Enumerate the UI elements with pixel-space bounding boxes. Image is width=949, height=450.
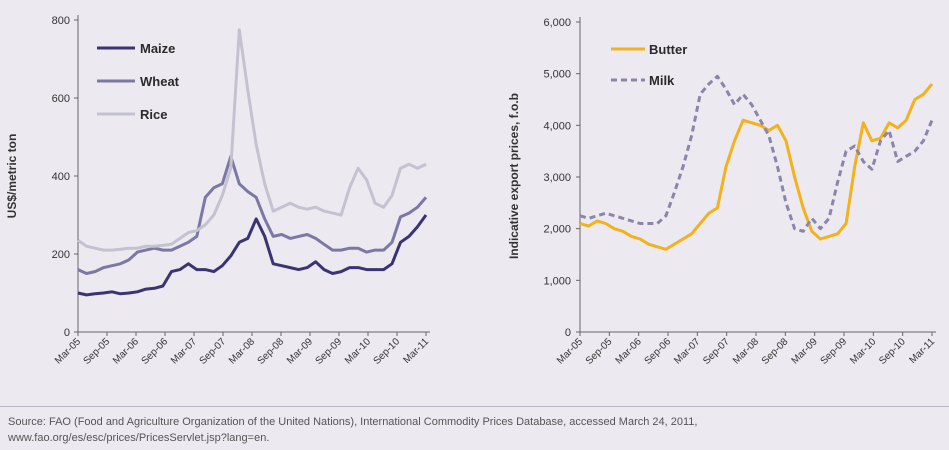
x-tick-label: Mar-09	[285, 336, 315, 366]
chart-2: 01,0002,0003,0004,0005,0006,000Mar-05Sep…	[507, 17, 937, 367]
legend-label-rice: Rice	[140, 107, 167, 122]
x-tick-label: Sep-09	[819, 336, 850, 367]
x-tick-label: Sep-06	[140, 336, 171, 367]
x-tick-label: Sep-09	[314, 336, 345, 367]
legend-label-butter: Butter	[649, 42, 687, 57]
x-tick-label: Mar-05	[53, 336, 83, 366]
y-tick-label: 3,000	[543, 172, 571, 184]
x-tick-label: Sep-05	[82, 336, 113, 367]
series-line-milk	[579, 74, 934, 233]
x-tick-label: Mar-09	[790, 336, 820, 366]
x-tick-label: Sep-07	[198, 336, 229, 367]
x-tick-label: Sep-06	[643, 336, 674, 367]
legend-label-milk: Milk	[649, 73, 675, 88]
y-tick-label: 1,000	[543, 275, 571, 287]
x-tick-label: Mar-05	[555, 336, 585, 366]
x-tick-label: Mar-06	[614, 336, 644, 366]
series-line-maize	[77, 214, 428, 297]
x-tick-label: Mar-06	[111, 336, 141, 366]
divider	[0, 406, 949, 407]
x-tick-label: Sep-10	[877, 336, 908, 367]
y-tick-label: 600	[52, 93, 70, 105]
charts-svg: 0200400600800Mar-05Sep-05Mar-06Sep-06Mar…	[5, 15, 937, 367]
x-tick-label: Mar-07	[672, 336, 702, 366]
x-tick-label: Sep-10	[372, 336, 403, 367]
x-tick-label: Mar-07	[169, 336, 199, 366]
series-line-butter	[579, 83, 934, 251]
y-tick-label: 4,000	[543, 120, 571, 132]
x-tick-label: Sep-07	[701, 336, 732, 367]
x-tick-label: Mar-10	[343, 336, 373, 366]
source-note: Source: FAO (Food and Agriculture Organi…	[8, 414, 938, 446]
y-tick-label: 400	[52, 171, 70, 183]
x-tick-label: Sep-08	[256, 336, 287, 367]
y-tick-label: 6,000	[543, 17, 571, 29]
y-tick-label: 0	[64, 327, 70, 339]
x-tick-label: Sep-08	[760, 336, 791, 367]
series-line-rice	[77, 28, 427, 252]
x-tick-label: Mar-10	[848, 336, 878, 366]
x-tick-label: Mar-11	[401, 336, 431, 366]
y-tick-label: 5,000	[543, 69, 571, 81]
y-tick-label: 0	[565, 327, 571, 339]
legend-label-maize: Maize	[140, 41, 175, 56]
x-tick-label: Sep-05	[584, 336, 615, 367]
x-tick-label: Mar-08	[227, 336, 257, 366]
y-axis-label: Indicative export prices, f.o.b	[507, 93, 521, 259]
y-tick-label: 200	[52, 249, 70, 261]
y-tick-label: 800	[52, 15, 70, 27]
series-line-wheat	[77, 155, 428, 275]
source-text: Source: FAO (Food and Agriculture Organi…	[8, 416, 698, 428]
y-tick-label: 2,000	[543, 224, 571, 236]
y-axis-label: US$/metric ton	[5, 134, 19, 219]
legend-label-wheat: Wheat	[140, 74, 180, 89]
x-tick-label: Mar-11	[907, 336, 937, 366]
x-tick-label: Mar-08	[731, 336, 761, 366]
chart-1: 0200400600800Mar-05Sep-05Mar-06Sep-06Mar…	[5, 15, 431, 367]
source-url: www.fao.org/es/esc/prices/PricesServlet.…	[8, 432, 270, 444]
